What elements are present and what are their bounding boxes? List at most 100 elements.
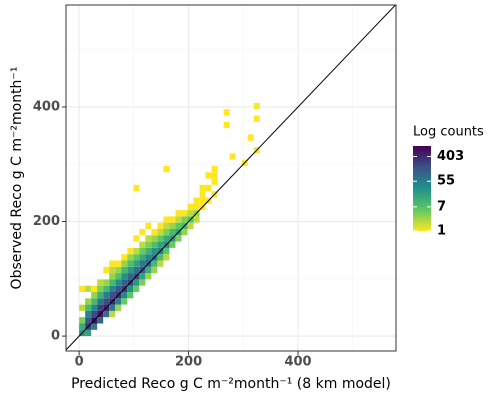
bin-cell [223,109,230,116]
y-tick-label: 400 [33,99,60,114]
bin-cell [85,329,92,337]
bin-cell [103,285,110,292]
bin-cell [247,134,254,141]
bin-cell [169,228,176,236]
grid [66,5,396,351]
bin-cell [157,222,164,229]
bin-cell [145,247,152,255]
y-tick-label: 200 [33,214,60,229]
bin-cell [175,235,182,242]
bin-cell [79,304,86,311]
bin-cell [103,266,110,274]
bin-cell [139,260,146,267]
bin-cell [79,285,86,292]
bin-cell [151,260,158,267]
bin-cell [103,298,110,305]
bin-cell [121,254,128,261]
bin-cell [151,241,158,248]
x-tick-label: 400 [284,355,311,370]
bin-cell [199,197,206,204]
bin-cell [133,235,140,242]
bin-cell [91,291,98,299]
bin-cell [109,285,116,292]
bin-cell [121,260,128,267]
bin-cell [187,222,194,229]
bin-cell [169,241,176,248]
bin-cell [127,254,134,261]
bin-cell [127,291,134,299]
bin-cell [121,279,128,286]
panel-border [65,4,397,352]
bin-cell [139,241,146,248]
colorbar-label: 403 [437,149,464,164]
bin-cell [157,254,164,261]
bin-cell [91,323,98,330]
bin-cell [157,235,164,242]
bin-cell [97,298,104,305]
bin-cell [145,273,152,280]
bin-cell [109,291,116,299]
bin-cell [163,228,170,236]
bin-cell [127,266,134,274]
colorbar [413,146,431,231]
bin-cell [199,184,206,192]
bin-cell [157,260,164,267]
bin-cell [109,310,116,318]
bin-cell [193,197,200,204]
bin-cell [139,279,146,286]
bin-cell [139,247,146,255]
bin-cell [211,172,218,179]
bin-cell [85,298,92,305]
bin-cell [127,247,134,255]
bin-cell [79,323,86,330]
bin-cell [163,254,170,261]
bin-cell [163,235,170,242]
bin-cell [103,291,110,299]
bin-cell [145,235,152,242]
bin-cell [109,279,116,286]
axes: 0 200 400 0 200 400 [33,99,312,369]
bin-cell [163,247,170,255]
bin-cell [169,222,176,229]
bin-cell [175,210,182,217]
bin-cell [127,285,134,292]
bin-cell [85,304,92,311]
bin-cell [115,298,122,305]
bin-cell [115,279,122,286]
bin-cell [151,266,158,274]
bin-cell [91,310,98,318]
bin-cell [187,203,194,211]
colorbar-label: 7 [437,199,446,214]
bin-cell [151,228,158,236]
bin-cell [115,273,122,280]
bin-cell [97,285,104,292]
bin-cell [181,228,188,236]
bin-cell [91,298,98,305]
bin-cell [169,216,176,223]
bin-cell [181,210,188,217]
bin-cell [121,266,128,274]
colorbar-label: 55 [437,174,455,189]
bin-cell [91,285,98,292]
y-axis-title: Observed Reco g C m⁻²month⁻¹ [9,67,25,290]
colorbar-label: 1 [437,224,446,239]
bin-cell [97,279,104,286]
bin-cell [145,222,152,229]
bin-cell [121,298,128,305]
bin-cell [163,165,170,173]
bin-cell [85,285,92,292]
bin-cell [145,254,152,261]
bin-cell [79,317,86,324]
bin-cell [175,216,182,223]
bin-cell [133,247,140,255]
x-tick-label: 200 [175,355,202,370]
bin-cell [139,254,146,261]
bin-cell [97,291,104,299]
bin-cell [175,222,182,229]
y-tick-label: 0 [51,329,60,344]
bin-cell [133,285,140,292]
bin-cell [181,216,188,223]
x-tick-label: 0 [75,355,84,370]
bin-cell [133,184,140,192]
